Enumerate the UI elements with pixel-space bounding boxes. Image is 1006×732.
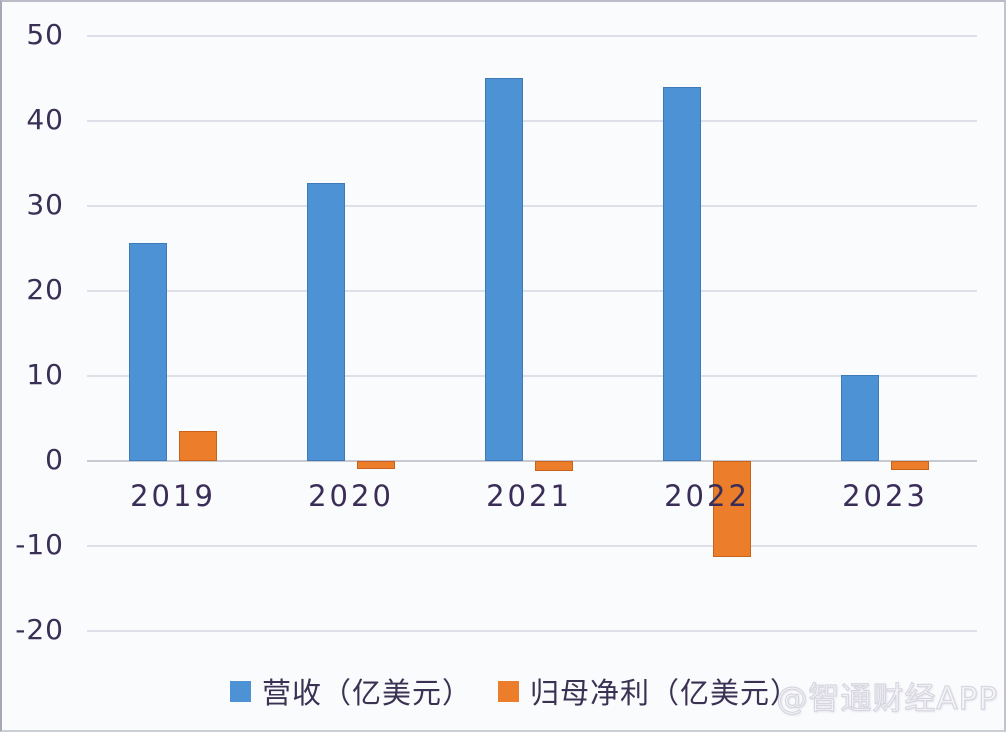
chart-legend: 营收（亿美元） 归母净利（亿美元） [230, 670, 800, 712]
watermark-zhitong-caijing: @智通财经APP [776, 680, 998, 717]
x-category-label-2022: 2022 [664, 479, 750, 513]
y-tick-label--20: -20 [15, 613, 64, 646]
x-category-label-2020: 2020 [308, 479, 394, 513]
x-category-label-2019: 2019 [130, 479, 216, 513]
bar-revenue-2020 [307, 183, 345, 461]
legend-label-net-profit: 归母净利（亿美元） [530, 676, 801, 710]
bar-net-profit-2021 [535, 461, 573, 471]
bar-revenue-2019 [129, 243, 167, 461]
y-tick-label-0: 0 [45, 443, 64, 476]
bar-net-profit-2019 [179, 431, 217, 461]
gridline-y--20 [87, 630, 977, 632]
legend-label-revenue: 营收（亿美元） [262, 676, 473, 710]
bar-net-profit-2022 [713, 461, 751, 557]
bar-revenue-2023 [841, 375, 879, 461]
y-tick-label-10: 10 [26, 358, 64, 391]
legend-swatch-net-profit [498, 680, 520, 702]
legend-swatch-revenue [230, 680, 251, 702]
y-tick-label-30: 30 [26, 188, 64, 221]
gridline-y-30 [87, 205, 977, 207]
bar-net-profit-2020 [357, 461, 395, 469]
bar-net-profit-2023 [891, 461, 929, 470]
x-category-label-2023: 2023 [842, 479, 928, 513]
legend-item-net-profit: 归母净利（亿美元） [498, 670, 800, 712]
y-tick-label--10: -10 [15, 528, 64, 561]
x-category-label-2021: 2021 [486, 479, 572, 513]
legend-item-revenue: 营收（亿美元） [230, 670, 472, 712]
y-tick-label-50: 50 [26, 18, 64, 51]
bar-revenue-2021 [485, 78, 523, 461]
gridline-y-40 [87, 120, 977, 122]
gridline-y-10 [87, 375, 977, 377]
y-tick-label-20: 20 [26, 273, 64, 306]
gridline-y-50 [87, 35, 977, 37]
gridline-y-20 [87, 290, 977, 292]
y-tick-label-40: 40 [26, 103, 64, 136]
gridline-y-0 [87, 460, 977, 462]
gridline-y--10 [87, 545, 977, 547]
bar-revenue-2022 [663, 87, 701, 461]
